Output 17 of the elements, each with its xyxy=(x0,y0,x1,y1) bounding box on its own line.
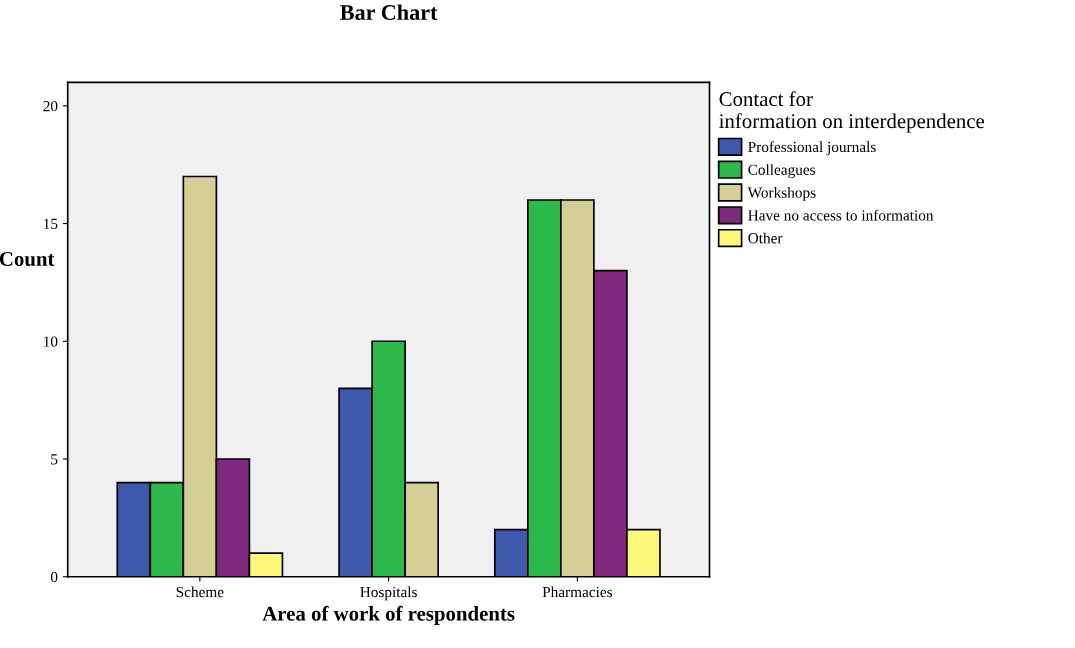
y-axis-title: Count xyxy=(0,251,55,266)
legend-label: Professional journals xyxy=(748,141,876,156)
legend-label: Have no access to information xyxy=(748,209,934,221)
y-tick-label: 15 xyxy=(44,218,58,230)
legend-label: Colleagues xyxy=(748,164,816,179)
y-tick-label: 20 xyxy=(43,100,58,112)
x-tick-label: Hospitals xyxy=(360,586,417,601)
chart-title: Bar Chart xyxy=(340,4,438,21)
legend-title: Contact for information on interdependence xyxy=(719,91,985,133)
legend-label: Workshops xyxy=(747,187,816,201)
y-tick-label: 5 xyxy=(51,454,58,465)
y-tick-label: 0 xyxy=(50,571,58,583)
x-axis-title: Area of work of respondents xyxy=(262,605,515,625)
y-tick-label: 10 xyxy=(44,336,58,347)
x-tick-label: Scheme xyxy=(176,586,224,598)
legend-label: Other xyxy=(748,232,783,244)
x-tick-label: Pharmacies xyxy=(542,586,613,598)
